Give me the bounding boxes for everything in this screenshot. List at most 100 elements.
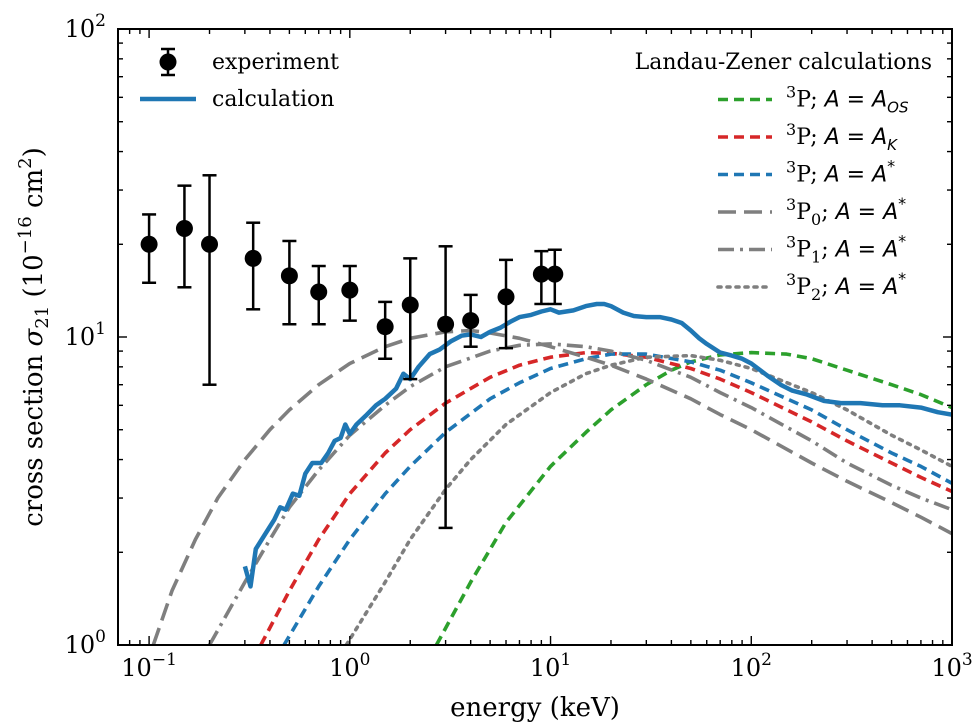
legend-label-main: P;	[796, 125, 824, 150]
y-axis-label-symbol: σ	[19, 327, 49, 346]
y-axis-label-unit-exponent: 2	[15, 157, 36, 168]
legend-calculation-label: calculation	[212, 87, 334, 112]
legend-label-eq-sup: *	[887, 157, 895, 176]
legend-label-eq-sup: *	[898, 269, 906, 288]
legend-label-eq-rhs: A	[870, 163, 887, 188]
y-tick-label: 100	[65, 627, 106, 659]
legend-label-p-sub: 0	[811, 210, 821, 229]
x-tick-label-exponent: 3	[962, 650, 973, 670]
experiment-marker	[310, 283, 328, 301]
x-tick-label: 100	[329, 650, 370, 682]
experiment-marker	[462, 312, 480, 330]
legend-label-main: P;	[796, 163, 824, 188]
x-tick-label-exponent: −1	[152, 650, 177, 670]
experiment-point	[532, 249, 550, 306]
x-tick-label-exponent: 0	[360, 650, 371, 670]
legend-label-eq: A =	[823, 88, 872, 113]
legend-right: Landau-Zener calculations 3P; A = AOS3P;…	[635, 50, 932, 304]
experiment-point	[401, 257, 419, 381]
y-tick-label-base: 10	[65, 631, 96, 659]
y-tick-label-exponent: 0	[95, 627, 106, 647]
legend-lz-label-6: 3P2; A = A*	[786, 269, 906, 304]
legend-experiment-marker	[159, 47, 177, 77]
axes	[117, 28, 953, 646]
lz-curve-4	[151, 328, 952, 645]
y-axis-label-exponent: −16	[15, 216, 36, 254]
experiment-point	[437, 245, 455, 530]
legend-label-p-sub: 1	[811, 248, 821, 267]
legend-label-main: P	[796, 275, 811, 300]
legend-label-eq: A =	[834, 275, 883, 300]
series-curves	[151, 301, 952, 645]
experiment-point	[310, 264, 328, 326]
y-axis-label-subscript: 21	[32, 306, 53, 329]
lz-curve-2	[259, 350, 952, 645]
legend-label-pre-sup: 3	[786, 233, 796, 252]
experiment-point	[201, 174, 219, 386]
lz-curve-3	[282, 352, 952, 645]
x-tick-label: 101	[530, 650, 571, 682]
y-axis-label-main: cross section	[19, 346, 49, 526]
experiment-marker	[497, 288, 515, 306]
experiment-point	[175, 184, 193, 289]
experiment-marker	[280, 267, 298, 285]
legend-label-eq-rhs: A	[881, 200, 898, 225]
legend-label-eq-sub: OS	[887, 99, 909, 117]
experiment-point	[244, 221, 262, 311]
legend-label-eq: A =	[834, 238, 883, 263]
experiment-marker	[376, 318, 394, 336]
x-axis-label: energy (keV)	[450, 693, 620, 722]
legend-right-title: Landau-Zener calculations	[635, 50, 932, 75]
legend-label-pre-sup: 3	[786, 270, 796, 289]
experiment-marker	[437, 315, 455, 333]
y-axis-label-open: (10	[19, 254, 49, 306]
legend-label-p-sub: 2	[811, 285, 821, 304]
y-axis-label-unit: cm	[19, 169, 49, 216]
legend-experiment-label: experiment	[212, 50, 339, 75]
y-tick-label: 102	[65, 11, 106, 43]
x-tick-label-base: 10	[931, 654, 962, 682]
legend-label-eq-rhs: A	[870, 125, 887, 150]
x-tick-label: 10−1	[121, 650, 177, 682]
experiment-marker	[546, 265, 564, 283]
y-tick-label-exponent: 2	[95, 11, 106, 31]
lz-curve-5	[207, 342, 952, 645]
legend-label-semicolon: ;	[821, 275, 835, 300]
y-tick-label-exponent: 1	[95, 319, 106, 339]
legend-label-eq-sup: *	[898, 194, 906, 213]
x-tick-label-base: 10	[731, 654, 762, 682]
x-tick-label: 103	[931, 650, 972, 682]
legend-label-main: P	[796, 200, 811, 225]
experiment-marker	[532, 265, 550, 283]
legend-label-pre-sup: 3	[786, 120, 796, 139]
legend-label-main: P;	[796, 88, 824, 113]
legend-lz-label-4: 3P0; A = A*	[786, 194, 906, 229]
legend-label-eq: A =	[823, 125, 872, 150]
x-tick-label-exponent: 2	[761, 650, 772, 670]
plot-frame	[117, 28, 953, 646]
legend-label-semicolon: ;	[821, 238, 835, 263]
x-tick-label-base: 10	[121, 654, 152, 682]
experiment-marker	[244, 249, 262, 267]
legend-lz-label-3: 3P; A = A*	[786, 157, 895, 188]
y-tick-label-base: 10	[65, 323, 96, 351]
calculation-curve	[242, 301, 952, 589]
x-tick-label-base: 10	[530, 654, 561, 682]
experiment-point	[376, 300, 394, 360]
y-axis-label: cross section σ21 (10−16 cm2)	[15, 147, 53, 527]
x-tick-label-base: 10	[329, 654, 360, 682]
experiment-point	[341, 264, 359, 322]
legend-label-pre-sup: 3	[786, 83, 796, 102]
experiment-point	[497, 258, 515, 350]
x-tick-label-exponent: 1	[560, 650, 571, 670]
experiment-marker	[341, 281, 359, 299]
legend-lz-label-1: 3P; A = AOS	[786, 83, 909, 117]
legend-label-eq-rhs: A	[881, 238, 898, 263]
legend-lz-label-2: 3P; A = AK	[786, 120, 898, 154]
experiment-point	[462, 293, 480, 348]
legend-label-eq: A =	[823, 163, 872, 188]
experiment-series	[140, 174, 564, 530]
x-tick-labels: 10−1 100 101 102 103	[121, 650, 972, 682]
legend-label-eq-rhs: A	[870, 88, 887, 113]
